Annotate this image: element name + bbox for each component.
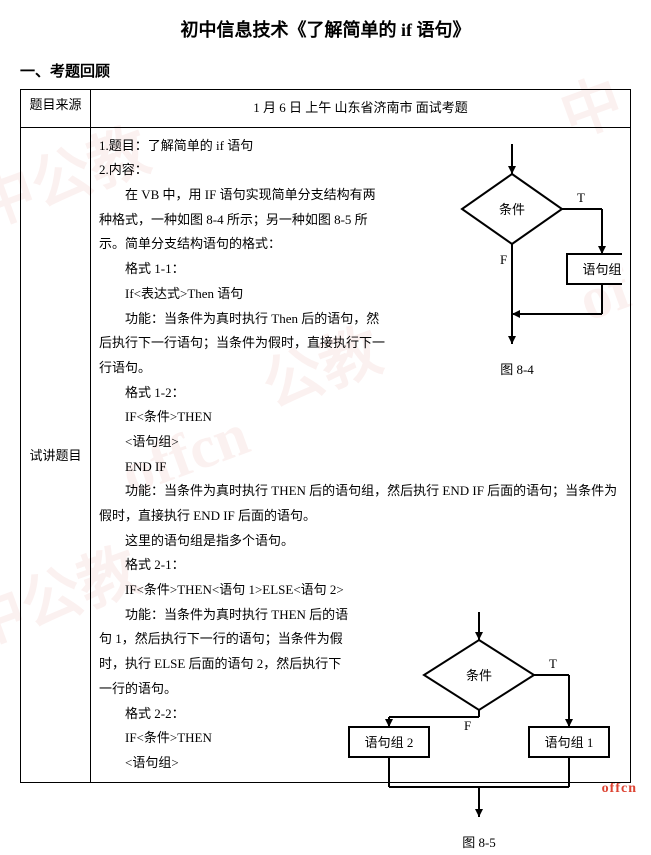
fig84-caption: 图 8-4	[412, 358, 622, 383]
stmt1-text: 语句组 1	[545, 735, 594, 750]
section-title: 一、考题回顾	[20, 60, 631, 81]
flowchart-8-4-svg: 条件 T 语句组 F	[412, 144, 622, 354]
fig85-caption: 图 8-5	[344, 831, 614, 855]
line-12: 这里的语句组是指多个语句。	[99, 529, 622, 554]
true-label: T	[577, 190, 585, 205]
stmt-text: 语句组	[582, 262, 621, 277]
line-15: 功能：当条件为真时执行 THEN 后的语句 1，然后执行下一行的语句；当条件为假…	[99, 603, 349, 702]
line-11: 功能：当条件为真时执行 THEN 后的语句组，然后执行 END IF 后面的语句…	[99, 479, 622, 528]
topic-label: 试讲题目	[21, 127, 91, 782]
true-label-85: T	[549, 656, 557, 671]
line-10: END IF	[99, 455, 622, 480]
line-8: IF<条件>THEN	[99, 405, 622, 430]
source-label: 题目来源	[21, 90, 91, 128]
stmt2-text: 语句组 2	[365, 735, 414, 750]
line-6: 功能：当条件为真时执行 Then 后的语句，然后执行下一行语句；当条件为假时，直…	[99, 307, 389, 381]
line-7: 格式 1-2：	[99, 381, 622, 406]
line-9: <语句组>	[99, 430, 622, 455]
flowchart-8-5-svg: 条件 T 语句组 1 F	[344, 612, 614, 827]
figure-8-4: 条件 T 语句组 F	[412, 144, 622, 383]
cond-text: 条件	[499, 202, 525, 217]
cond-text-85: 条件	[466, 668, 492, 683]
line-14: IF<条件>THEN<语句 1>ELSE<语句 2>	[99, 578, 349, 603]
question-table: 题目来源 1 月 6 日 上午 山东省济南市 面试考题 试讲题目 条件 T	[20, 89, 631, 783]
figure-8-5: 条件 T 语句组 1 F	[344, 612, 614, 855]
false-label-85: F	[464, 718, 471, 733]
topic-body: 条件 T 语句组 F	[99, 134, 622, 776]
line-3: 在 VB 中，用 IF 语句实现简单分支结构有两种格式，一种如图 8-4 所示；…	[99, 183, 379, 257]
source-value: 1 月 6 日 上午 山东省济南市 面试考题	[91, 90, 631, 128]
line-13: 格式 2-1：	[99, 553, 622, 578]
page-title: 初中信息技术《了解简单的 if 语句》	[20, 16, 631, 42]
false-label: F	[500, 252, 507, 267]
